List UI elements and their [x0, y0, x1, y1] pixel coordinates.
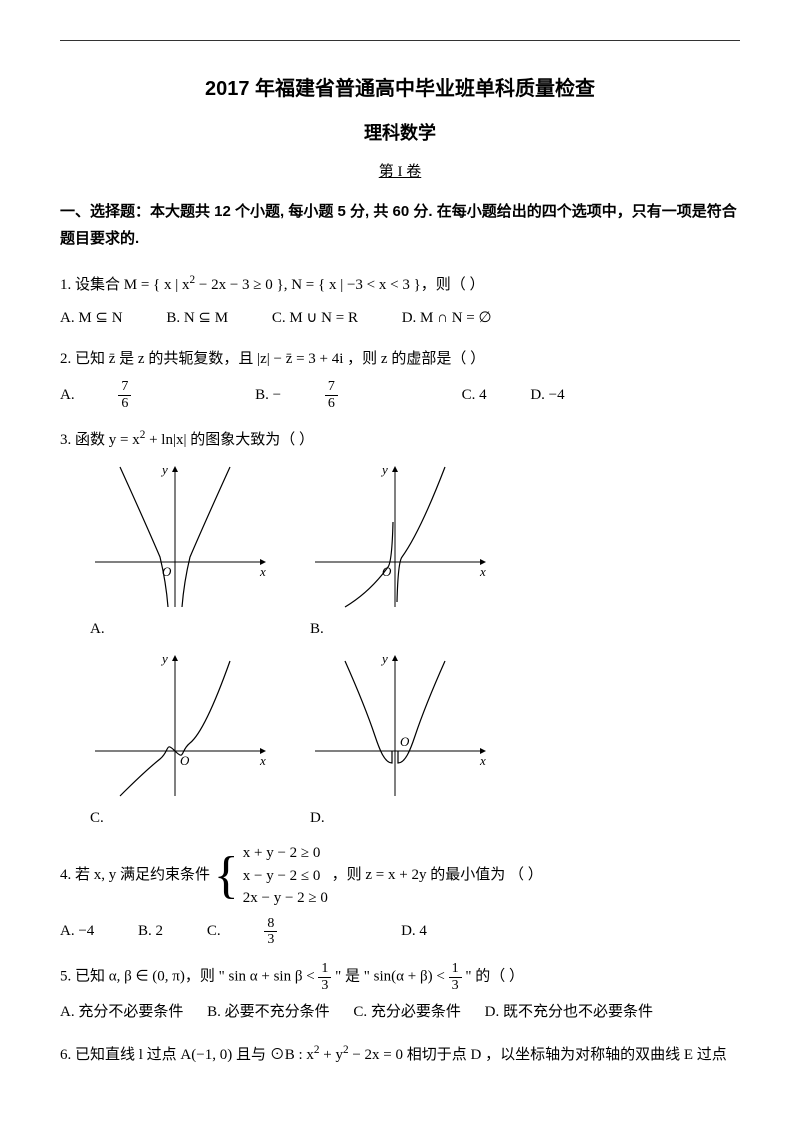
axis-x-label: x [259, 753, 266, 768]
q4-opt-a: A. −4 [60, 918, 94, 945]
q4-line2: x − y − 2 ≤ 0 [243, 868, 321, 884]
q4c-pre: C. [207, 918, 221, 945]
q3-lab-a: A. [90, 616, 270, 643]
question-2: 2. 已知 z̄ 是 z 的共轭复数，且 |z| − z̄ = 3 + 4i ，… [60, 346, 740, 373]
q3-lab-d: D. [310, 805, 490, 832]
axis-x-label: x [259, 564, 266, 579]
axis-x-label: x [479, 564, 486, 579]
q4-line1: x + y − 2 ≥ 0 [243, 845, 321, 861]
origin-label: O [400, 734, 410, 749]
q1-stem-a: 1. 设集合 M = { x | x [60, 277, 190, 293]
axis-y-label: y [160, 462, 168, 477]
top-rule [60, 40, 740, 41]
q6-b: + y [320, 1047, 343, 1063]
question-5: 5. 已知 α, β ∈ (0, π)，则 " sin α + sin β < … [60, 961, 740, 993]
q3-graph-a: x y O [90, 462, 270, 612]
q5-opt-a: A. 充分不必要条件 [60, 999, 183, 1026]
q2-opt-a: A. 76 [60, 379, 211, 411]
q3-label-row-1: A. B. [90, 616, 740, 643]
q5-a: 5. 已知 α, β ∈ (0, π)，则 " sin α + sin β < [60, 969, 318, 985]
q4-options: A. −4 B. 2 C. 83 D. 4 [60, 916, 740, 948]
question-6: 6. 已知直线 l 过点 A(−1, 0) 且与 ⊙B : x2 + y2 − … [60, 1040, 740, 1069]
q5-b: " 是 " sin(α + β) < [335, 969, 448, 985]
page-subtitle: 理科数学 [60, 117, 740, 149]
q3-graph-row-2: x y O x y O [90, 651, 740, 801]
q1-stem-b: − 2x − 3 ≥ 0 }, N = { x | −3 < x < 3 }，则… [195, 277, 484, 293]
q2a-pre: A. [60, 382, 75, 409]
q4-system-body: x + y − 2 ≥ 0 x − y − 2 ≤ 0 2x − y − 2 ≥… [243, 842, 328, 910]
q3-graph-d: x y O [310, 651, 490, 801]
axis-y-label: y [380, 462, 388, 477]
q4c-frac: 83 [264, 916, 317, 948]
axis-x-label: x [479, 753, 486, 768]
q1-opt-d: D. M ∩ N = ∅ [402, 305, 492, 332]
q4-opt-d: D. 4 [401, 918, 427, 945]
q2-opt-d: D. −4 [530, 382, 564, 409]
q3-stem-a: 3. 函数 y = x [60, 432, 140, 448]
q4-opt-c: C. 83 [207, 916, 358, 948]
q2-opt-c: C. 4 [462, 382, 487, 409]
question-3: 3. 函数 y = x2 + ln|x| 的图象大致为（ ） [60, 425, 740, 454]
section-instruction: 一、选择题：本大题共 12 个小题, 每小题 5 分, 共 60 分. 在每小题… [60, 198, 740, 252]
question-1: 1. 设集合 M = { x | x2 − 2x − 3 ≥ 0 }, N = … [60, 270, 740, 299]
brace-icon: { [214, 850, 239, 902]
q6-c: − 2x = 0 相切于点 D ，以坐标轴为对称轴的双曲线 E 过点 [349, 1047, 727, 1063]
q2b-pre: B. − [255, 382, 281, 409]
q1-opt-c: C. M ∪ N = R [272, 305, 358, 332]
q1-options: A. M ⊆ N B. N ⊆ M C. M ∪ N = R D. M ∩ N … [60, 305, 740, 332]
axis-y-label: y [380, 651, 388, 666]
origin-label: O [382, 564, 392, 579]
q6-a: 6. 已知直线 l 过点 A(−1, 0) 且与 ⊙B : x [60, 1047, 314, 1063]
q2b-frac: 76 [325, 379, 378, 411]
q2-options: A. 76 B. − 76 C. 4 D. −4 [60, 379, 740, 411]
q5-frac2: 13 [449, 961, 462, 993]
q4-line3: 2x − y − 2 ≥ 0 [243, 890, 328, 906]
q5-frac1: 13 [318, 961, 331, 993]
q5-options: A. 充分不必要条件 B. 必要不充分条件 C. 充分必要条件 D. 既不充分也… [60, 999, 740, 1026]
q5-c: " 的（ ） [465, 969, 524, 985]
q3-lab-c: C. [90, 805, 270, 832]
q4-opt-b: B. 2 [138, 918, 163, 945]
q1-opt-a: A. M ⊆ N [60, 305, 123, 332]
q5-opt-c: C. 充分必要条件 [353, 999, 461, 1026]
q3-graph-row-1: x y O x y O [90, 462, 740, 612]
q1-opt-b: B. N ⊆ M [166, 305, 228, 332]
q2-opt-b: B. − 76 [255, 379, 418, 411]
q4-post: ，则 z = x + 2y 的最小值为 （ ） [332, 867, 543, 883]
q5-opt-d: D. 既不充分也不必要条件 [485, 999, 653, 1026]
q3-graph-b: x y O [310, 462, 490, 612]
q3-graph-c: x y O [90, 651, 270, 801]
axis-y-label: y [160, 651, 168, 666]
q2a-frac: 76 [118, 379, 171, 411]
q3-lab-b: B. [310, 616, 490, 643]
q5-opt-b: B. 必要不充分条件 [207, 999, 330, 1026]
question-4: 4. 若 x, y 满足约束条件 { x + y − 2 ≥ 0 x − y −… [60, 842, 740, 910]
q4-system: { x + y − 2 ≥ 0 x − y − 2 ≤ 0 2x − y − 2… [214, 842, 328, 910]
q3-label-row-2: C. D. [90, 805, 740, 832]
page-title: 2017 年福建省普通高中毕业班单科质量检查 [60, 71, 740, 107]
q4-pre: 4. 若 x, y 满足约束条件 [60, 867, 214, 883]
section-label: 第 I 卷 [60, 159, 740, 186]
q3-stem-b: + ln|x| 的图象大致为（ ） [145, 432, 314, 448]
